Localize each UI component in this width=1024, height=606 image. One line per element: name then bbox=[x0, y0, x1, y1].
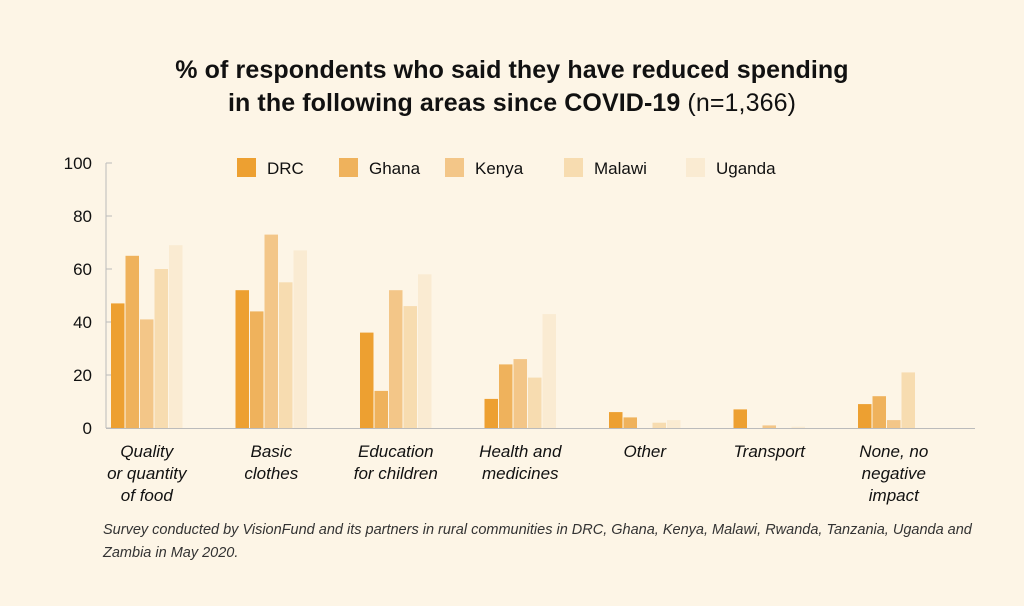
category-label: None, no bbox=[859, 442, 928, 461]
bar-uganda bbox=[667, 420, 681, 428]
category-label: negative bbox=[862, 464, 926, 483]
category-label: of food bbox=[121, 486, 174, 505]
bar-drc bbox=[360, 332, 374, 428]
bar-kenya bbox=[389, 290, 403, 428]
bar-kenya bbox=[513, 359, 527, 428]
bar-ghana bbox=[250, 311, 264, 428]
bar-kenya bbox=[140, 319, 154, 428]
bar-drc bbox=[235, 290, 249, 428]
bar-drc bbox=[111, 303, 125, 428]
category-label: clothes bbox=[244, 464, 298, 483]
bar-ghana bbox=[125, 255, 139, 429]
bar-kenya bbox=[887, 420, 901, 428]
bar-uganda bbox=[791, 426, 805, 428]
bar-kenya bbox=[264, 234, 278, 428]
category-label: or quantity bbox=[107, 464, 188, 483]
chart-title-line2-text: in the following areas since COVID-19 bbox=[227, 89, 681, 117]
category-label: medicines bbox=[482, 464, 559, 483]
y-tick-label: 0 bbox=[83, 419, 92, 438]
bar-malawi bbox=[279, 282, 293, 429]
legend-label-malawi: Malawi bbox=[594, 159, 647, 178]
category-label: for children bbox=[354, 464, 438, 483]
bar-uganda bbox=[293, 250, 307, 428]
chart-title-line2: in the following areas since COVID-19 (n… bbox=[0, 87, 1024, 120]
legend-swatch-malawi bbox=[564, 158, 583, 177]
y-tick-label: 100 bbox=[64, 154, 92, 173]
legend-label-kenya: Kenya bbox=[475, 159, 524, 178]
bar-malawi bbox=[901, 372, 915, 428]
legend-swatch-ghana bbox=[339, 158, 358, 177]
legend-swatch-kenya bbox=[445, 158, 464, 177]
bar-drc bbox=[609, 412, 623, 428]
bar-ghana bbox=[623, 417, 637, 428]
bar-malawi bbox=[528, 377, 542, 428]
y-tick-label: 20 bbox=[73, 366, 92, 385]
bar-kenya bbox=[762, 425, 776, 428]
footnote: Survey conducted by VisionFund and its p… bbox=[103, 522, 972, 561]
category-label: Health and bbox=[479, 442, 562, 461]
y-tick-label: 40 bbox=[73, 313, 92, 332]
legend-swatch-uganda bbox=[686, 158, 705, 177]
bar-malawi bbox=[154, 269, 168, 428]
chart-title-line1: % of respondents who said they have redu… bbox=[175, 56, 849, 84]
legend-label-ghana: Ghana bbox=[369, 159, 421, 178]
bar-uganda bbox=[169, 245, 183, 428]
bar-drc bbox=[733, 409, 747, 428]
category-label: Basic bbox=[251, 442, 293, 461]
bar-malawi bbox=[403, 306, 417, 428]
legend-label-uganda: Uganda bbox=[716, 159, 776, 178]
legend-label-drc: DRC bbox=[267, 159, 304, 178]
bar-ghana bbox=[374, 390, 388, 428]
bar-drc bbox=[484, 398, 498, 428]
category-label: Transport bbox=[734, 442, 807, 461]
bar-ghana bbox=[872, 396, 886, 428]
y-tick-label: 60 bbox=[73, 260, 92, 279]
y-tick-label: 80 bbox=[73, 207, 92, 226]
bar-ghana bbox=[499, 364, 513, 428]
category-label: Other bbox=[624, 442, 668, 461]
chart-title: % of respondents who said they have redu… bbox=[0, 54, 1024, 120]
bar-uganda bbox=[418, 274, 432, 428]
category-label: Education bbox=[358, 442, 434, 461]
sample-size: (n=1,366) bbox=[687, 89, 797, 117]
category-label: Quality bbox=[120, 442, 174, 461]
bar-uganda bbox=[542, 314, 556, 428]
category-label: impact bbox=[869, 486, 920, 505]
bar-drc bbox=[858, 404, 872, 428]
legend-swatch-drc bbox=[237, 158, 256, 177]
bar-malawi bbox=[652, 422, 666, 428]
